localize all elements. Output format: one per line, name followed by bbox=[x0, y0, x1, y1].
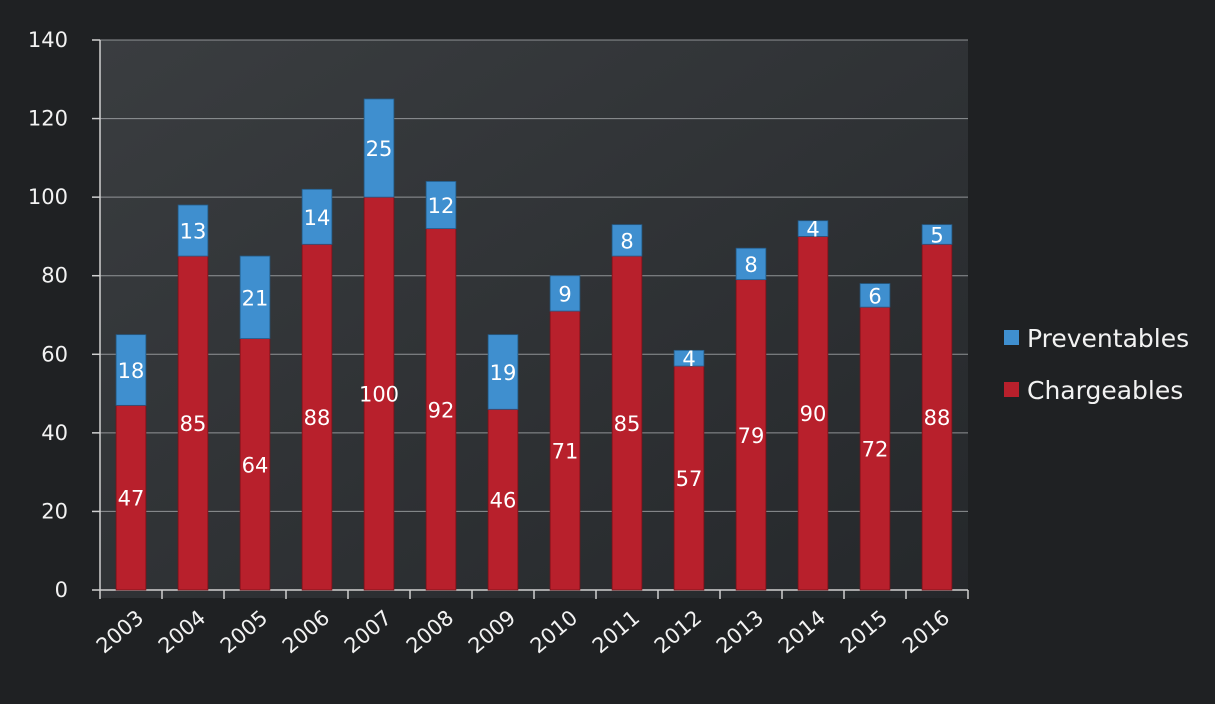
bar-chargeables-2010 bbox=[549, 310, 581, 591]
bar-chargeables-2005 bbox=[239, 338, 271, 591]
bar-preventables-2009 bbox=[487, 334, 519, 410]
bar-preventables-2016 bbox=[921, 224, 953, 245]
y-tick-label: 120 bbox=[28, 107, 68, 131]
data-label-chargeables: 79 bbox=[738, 424, 765, 448]
data-label-preventables: 4 bbox=[806, 218, 819, 242]
bar-preventables-2004 bbox=[177, 204, 209, 257]
data-label-preventables: 5 bbox=[930, 223, 943, 247]
bar-chargeables-2011 bbox=[611, 255, 643, 591]
bar-preventables-2011 bbox=[611, 224, 643, 257]
data-label-preventables: 8 bbox=[744, 253, 757, 277]
data-label-chargeables: 71 bbox=[552, 440, 579, 464]
data-label-preventables: 12 bbox=[428, 194, 455, 218]
y-tick-label: 140 bbox=[28, 28, 68, 52]
legend-label-chargeables: Chargeables bbox=[1027, 376, 1183, 405]
data-label-preventables: 9 bbox=[558, 282, 571, 306]
data-label-chargeables: 88 bbox=[304, 406, 331, 430]
legend-label-preventables: Preventables bbox=[1027, 324, 1189, 353]
bar-chargeables-2016 bbox=[921, 243, 953, 591]
data-label-chargeables: 57 bbox=[676, 467, 703, 491]
y-tick-label: 0 bbox=[55, 578, 68, 602]
legend-swatch-preventables bbox=[1004, 330, 1019, 345]
data-label-preventables: 6 bbox=[868, 284, 881, 308]
bar-chargeables-2013 bbox=[735, 279, 767, 591]
bar-chargeables-2012 bbox=[673, 365, 705, 591]
bars bbox=[115, 98, 953, 591]
y-tick-label: 60 bbox=[41, 342, 68, 366]
data-label-chargeables: 64 bbox=[242, 453, 269, 477]
y-tick-label: 20 bbox=[41, 499, 68, 523]
data-label-chargeables: 100 bbox=[359, 383, 399, 407]
data-label-preventables: 18 bbox=[118, 359, 145, 383]
data-label-preventables: 4 bbox=[682, 347, 695, 371]
legend: Preventables Chargeables bbox=[1004, 324, 1189, 405]
bar-chargeables-2004 bbox=[177, 255, 209, 591]
bar-preventables-2010 bbox=[549, 275, 581, 312]
data-label-chargeables: 88 bbox=[924, 406, 951, 430]
bar-preventables-2005 bbox=[239, 255, 271, 339]
bar-chargeables-2003 bbox=[115, 404, 147, 591]
y-tick-label: 80 bbox=[41, 264, 68, 288]
data-label-chargeables: 72 bbox=[862, 438, 889, 462]
plot-area bbox=[100, 40, 968, 598]
bar-chargeables-2008 bbox=[425, 228, 457, 591]
bar-preventables-2013 bbox=[735, 247, 767, 281]
data-label-chargeables: 47 bbox=[118, 487, 145, 511]
data-label-preventables: 14 bbox=[304, 206, 331, 230]
y-tick-label: 40 bbox=[41, 421, 68, 445]
data-label-preventables: 8 bbox=[620, 229, 633, 253]
bar-preventables-2014 bbox=[797, 220, 829, 237]
data-label-chargeables: 85 bbox=[614, 412, 641, 436]
bar-preventables-2008 bbox=[425, 181, 457, 229]
data-label-chargeables: 90 bbox=[800, 402, 827, 426]
bar-preventables-2015 bbox=[859, 283, 891, 308]
data-labels: 4718851364218814100259212461971985857479… bbox=[118, 137, 951, 513]
data-label-chargeables: 85 bbox=[180, 412, 207, 436]
bar-chargeables-2009 bbox=[487, 408, 519, 591]
bar-preventables-2012 bbox=[673, 349, 705, 367]
data-label-chargeables: 46 bbox=[490, 489, 517, 513]
bar-preventables-2003 bbox=[115, 334, 147, 406]
data-label-preventables: 25 bbox=[366, 137, 393, 161]
legend-swatch-chargeables bbox=[1004, 382, 1019, 397]
bar-preventables-2006 bbox=[301, 188, 333, 245]
data-label-chargeables: 92 bbox=[428, 398, 455, 422]
bar-preventables-2007 bbox=[363, 98, 395, 198]
data-label-preventables: 19 bbox=[490, 361, 517, 385]
data-label-preventables: 21 bbox=[242, 286, 269, 310]
y-tick-label: 100 bbox=[28, 185, 68, 209]
bar-chargeables-2006 bbox=[301, 243, 333, 591]
data-label-preventables: 13 bbox=[180, 220, 207, 244]
bar-chargeables-2007 bbox=[363, 196, 395, 591]
